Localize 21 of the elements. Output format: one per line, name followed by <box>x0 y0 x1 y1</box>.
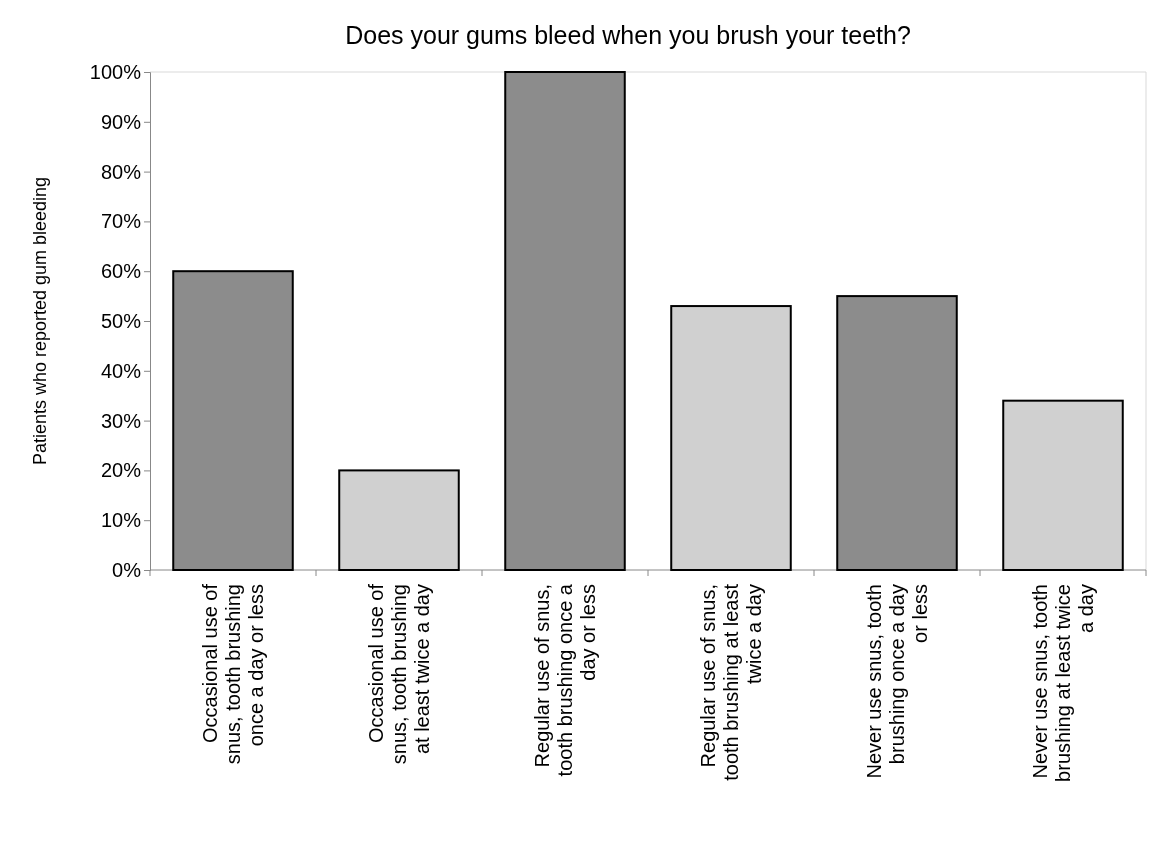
bar <box>670 305 792 571</box>
y-tick-label: 40% <box>100 359 142 382</box>
chart-title: Does your gums bleed when you brush your teeth? <box>345 21 911 49</box>
y-tick-label: 10% <box>100 509 142 532</box>
y-tick-label: 50% <box>100 309 142 332</box>
y-tick-label: 30% <box>100 409 142 432</box>
y-axis-title: Patients who reported gum bleeding <box>30 176 50 466</box>
y-tick-label: 60% <box>100 260 142 283</box>
y-tick-label: 100% <box>89 60 142 83</box>
bar <box>1002 399 1124 571</box>
x-tick-label: Regular use of snus, tooth brushing at least twice a day <box>697 583 765 781</box>
x-tick-label: Never use snus, tooth brushing at least twice a day <box>1029 584 1097 782</box>
x-tick-label: Occasional use of snus, tooth brushing once a day or less <box>199 583 267 765</box>
y-tick-label: 0% <box>112 558 142 581</box>
bar <box>338 469 460 571</box>
y-tick-label: 80% <box>100 160 142 183</box>
y-tick-label: 90% <box>100 110 142 133</box>
y-tick-label: 70% <box>100 210 142 233</box>
x-tick-label: Never use snus, tooth brushing once a day or less <box>863 584 931 779</box>
x-tick-label: Regular use of snus, tooth brushing once a day or less <box>531 583 599 777</box>
y-tick-label: 20% <box>100 459 142 482</box>
